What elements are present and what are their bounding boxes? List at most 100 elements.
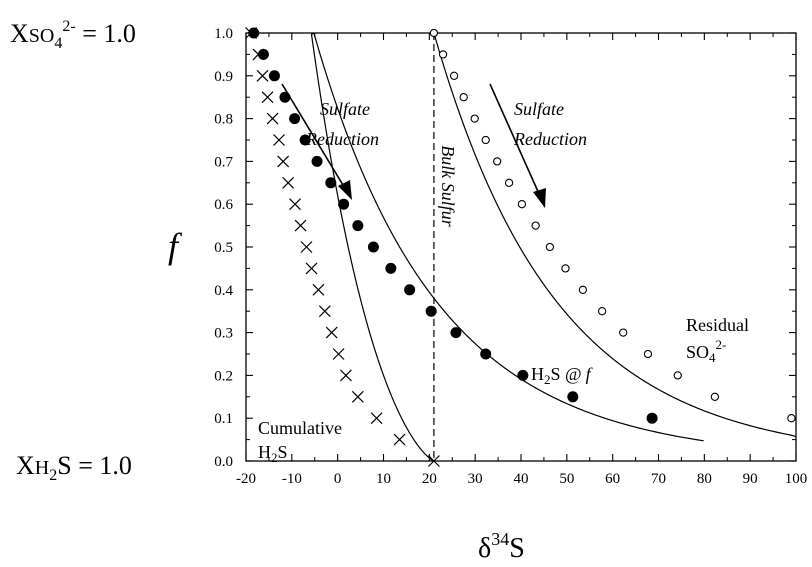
h2s-at-f-label: H2S @ f — [531, 364, 594, 387]
cumulative-h2s-point — [318, 305, 331, 318]
residual-so4-point — [531, 221, 540, 230]
h2s-instant-point — [646, 412, 658, 424]
h2s-instant-point — [517, 369, 529, 381]
cumulative-label: Cumulative — [258, 418, 342, 438]
cumulative-h2s-point — [300, 241, 313, 253]
cumulative-h2s-point — [266, 112, 279, 125]
y-tick-label: 0.5 — [214, 240, 233, 256]
cumulative-h2s-point — [294, 219, 307, 232]
reduction-arrow-2-head — [533, 188, 546, 208]
h2s-instant-point — [268, 70, 280, 82]
cumulative-h2s-point — [252, 48, 265, 61]
x-tick-label: 70 — [651, 471, 666, 487]
sulfate-reduction-label-2a: Sulfate — [514, 99, 564, 119]
x-tick-label: 50 — [559, 471, 574, 487]
h2s-instant-point — [311, 155, 323, 167]
h2s-instant-point — [325, 177, 337, 189]
cumulative-h2s-point — [312, 283, 325, 296]
h2s-instant-point — [567, 391, 579, 403]
tick-group — [245, 32, 797, 462]
reduction-arrow-1-head — [338, 180, 352, 200]
residual-curve — [433, 32, 797, 438]
y-tick-label: 0.9 — [214, 69, 233, 85]
x-tick-label: 10 — [376, 471, 391, 487]
cumulative-h2s-point — [351, 390, 364, 403]
h2s-instant-point — [248, 27, 260, 39]
sulfate-reduction-label-2b: Reduction — [513, 129, 587, 149]
cumulative-h2s-point — [427, 455, 440, 467]
h2s-instant-point — [385, 262, 397, 274]
cumulative-h2s-point — [277, 155, 290, 168]
residual-so4-point — [545, 242, 555, 252]
curves — [310, 32, 797, 462]
y-tick-label: 1.0 — [214, 26, 233, 42]
residual-so4-point — [561, 264, 570, 273]
cumulative-h2s-point — [393, 433, 406, 446]
residual-so4-point — [481, 135, 490, 145]
cumulative-curve — [310, 32, 434, 462]
residual-so4-point — [429, 28, 439, 38]
cumulative-h2s-label: H2S — [258, 442, 288, 465]
reduction-arrow-1 — [281, 83, 347, 191]
residual-so4-point — [459, 93, 468, 102]
h2s-instant-point — [450, 327, 462, 339]
h2s-instant-point — [425, 305, 437, 317]
cumulative-h2s-point — [273, 134, 285, 146]
h2s-instant-point — [367, 241, 379, 253]
residual-so4-point — [787, 414, 796, 423]
y-axis-label: f — [168, 226, 183, 266]
h2s-instant-point — [404, 284, 416, 296]
residual-so4-point — [597, 307, 607, 316]
y-tick-labels: 0.0 0.1 0.2 0.3 0.4 0.5 0.6 0.7 0.8 0.9 1.0 — [214, 26, 233, 470]
cumulative-h2s-point — [261, 91, 274, 104]
x-axis-label: δ34S — [478, 529, 525, 564]
x-tick-labels: -20 -10 0 10 20 30 40 50 60 70 80 90 100 — [236, 471, 807, 487]
residual-so4-point — [643, 349, 653, 359]
h2s-instant-point — [299, 134, 311, 146]
cumulative-h2s-point — [332, 348, 345, 360]
residual-so4-point — [470, 114, 479, 123]
markers — [245, 27, 796, 467]
h2s-instant-point — [352, 220, 364, 232]
sulfate-reduction-label-1a: Sulfate — [320, 99, 370, 119]
residual-so4-point — [673, 371, 682, 380]
cumulative-h2s-point — [339, 369, 352, 382]
y-tick-label: 0.7 — [214, 154, 233, 170]
residual-so4-point — [438, 50, 448, 59]
h2s-instant-point — [338, 198, 350, 210]
residual-so4-point — [449, 71, 459, 80]
y-tick-label: 0.1 — [214, 411, 233, 427]
y-tick-label: 0.6 — [214, 197, 233, 213]
residual-label: Residual — [686, 315, 749, 335]
x-tick-label: 60 — [605, 471, 620, 487]
cumulative-h2s-point — [245, 27, 257, 39]
cumulative-h2s-point — [289, 198, 301, 211]
y-tick-label: 0.3 — [214, 326, 233, 342]
reduction-arrow-2 — [489, 83, 541, 197]
h2s-instant-point — [279, 91, 291, 103]
h2s-instant-point — [480, 348, 492, 360]
bulk-sulfur-label: Bulk Sulfur — [438, 145, 458, 227]
residual-so4-point — [493, 157, 502, 166]
x-tick-label: -10 — [282, 471, 302, 487]
x-tick-label: 90 — [743, 471, 758, 487]
x-tick-label: 30 — [468, 471, 483, 487]
residual-so4-point — [710, 392, 720, 401]
y-tick-label: 0.2 — [214, 368, 233, 384]
residual-so4-point — [504, 178, 514, 187]
residual-so4-point — [517, 200, 527, 209]
residual-so4-label: SO42- — [686, 337, 726, 365]
x-tick-label: 0 — [334, 471, 342, 487]
cumulative-h2s-point — [305, 262, 318, 275]
top-left-xso4-label: XSO42- = 1.0 — [10, 18, 136, 52]
cumulative-h2s-point — [370, 412, 383, 425]
x-tick-label: 100 — [785, 471, 808, 487]
x-tick-label: 20 — [422, 471, 437, 487]
residual-so4-point — [578, 285, 588, 294]
y-tick-label: 0.4 — [214, 283, 233, 299]
x-tick-label: -20 — [236, 471, 256, 487]
y-tick-label: 0.0 — [214, 454, 233, 470]
y-tick-label: 0.8 — [214, 112, 233, 128]
sulfate-reduction-label-1b: Reduction — [305, 129, 379, 149]
